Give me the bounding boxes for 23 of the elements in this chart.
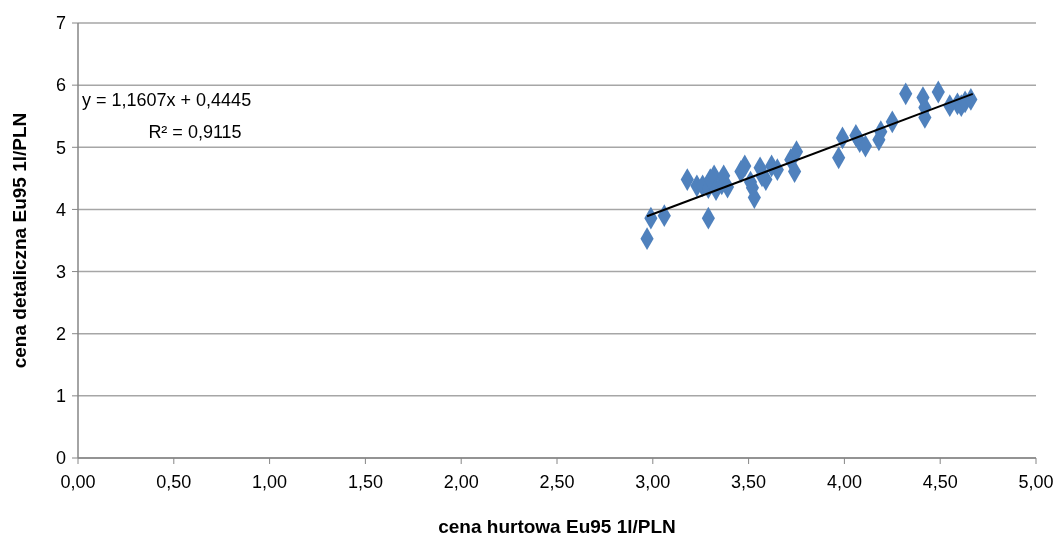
y-tick-label: 4 xyxy=(55,199,66,220)
annotation: y = 1,1607x + 0,4445 xyxy=(82,90,252,110)
y-tick-label: 6 xyxy=(55,75,66,96)
y-tick-label: 3 xyxy=(55,261,66,282)
x-tick-label: 4,00 xyxy=(826,472,862,492)
x-tick-label: 3,50 xyxy=(731,472,767,492)
x-tick-label: 0,00 xyxy=(60,472,96,492)
y-axis-title: cena detaliczna Eu95 1l/PLN xyxy=(9,112,30,369)
x-tick-label: 1,00 xyxy=(252,472,288,492)
y-tick-label: 7 xyxy=(55,13,66,34)
x-tick-label: 1,50 xyxy=(347,472,383,492)
y-tick-label: 0 xyxy=(55,448,66,469)
x-tick-label: 4,50 xyxy=(922,472,958,492)
x-tick-label: 3,00 xyxy=(635,472,671,492)
annotation: R² = 0,9115 xyxy=(148,122,242,142)
x-tick-label: 5,00 xyxy=(1018,472,1054,492)
x-tick-label: 0,50 xyxy=(156,472,192,492)
x-tick-label: 2,50 xyxy=(539,472,575,492)
y-tick-label: 5 xyxy=(55,137,66,158)
x-axis-title: cena hurtowa Eu95 1l/PLN xyxy=(438,516,676,537)
x-tick-label: 2,00 xyxy=(443,472,479,492)
y-tick-label: 2 xyxy=(55,324,66,345)
y-tick-label: 1 xyxy=(55,386,66,407)
